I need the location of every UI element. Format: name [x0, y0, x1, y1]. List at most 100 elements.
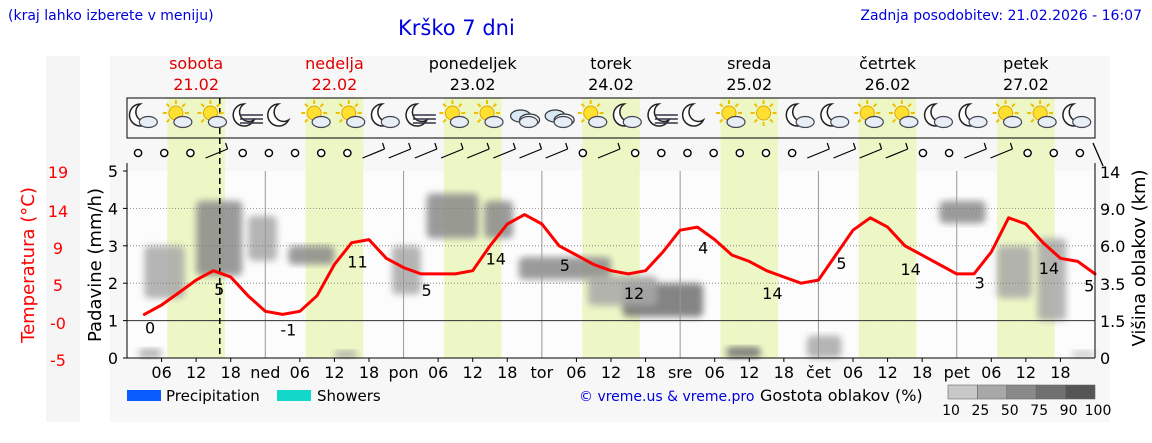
wind-barb-icon — [493, 142, 516, 159]
hour-tick-label: 18 — [912, 363, 932, 382]
wind-calm-icon — [159, 148, 169, 158]
wind-calm-icon — [133, 148, 143, 158]
moon-fog-icon — [647, 103, 678, 127]
day-date: 24.02 — [588, 75, 634, 94]
sun-ray — [165, 103, 171, 108]
temperature-label: 11 — [347, 253, 367, 272]
cloud-shape — [553, 115, 573, 129]
cloud-blob — [484, 200, 514, 239]
cloud-blob — [587, 275, 658, 306]
day-date: 21.02 — [173, 75, 219, 94]
sun-ray — [734, 103, 739, 108]
wind-shaft — [597, 148, 621, 159]
sun-ray — [200, 103, 205, 108]
sun-cloud-icon — [577, 100, 608, 129]
cloud-shape — [864, 115, 884, 129]
wind-barb-icon — [519, 142, 543, 159]
wind-shaft — [545, 148, 568, 159]
temperature-label: 12 — [624, 284, 644, 303]
wind-feather — [460, 142, 464, 150]
cloud-scale-label: 90 — [1060, 403, 1078, 419]
cloud-blob — [426, 193, 479, 239]
cloud-scale-swatch — [947, 384, 978, 400]
hour-tick-label: 12 — [324, 363, 344, 382]
hour-tick-label: 12 — [601, 363, 621, 382]
temperature-tick-label: 5 — [53, 276, 63, 295]
day-name: sreda — [727, 54, 771, 73]
day-date: 26.02 — [865, 75, 911, 94]
wind-shaft — [885, 148, 909, 159]
daylight-band — [720, 98, 779, 358]
wind-shaft — [964, 148, 987, 159]
wind-feather — [852, 142, 857, 150]
chart-axes: sobota 21.02 nedelja 22.02 ponedeljek 23.02 to… — [18, 54, 1150, 382]
sun-icon — [750, 100, 777, 126]
wind-barb-icon — [440, 142, 464, 159]
day-date: 23.02 — [450, 75, 496, 94]
showers-legend-label: Showers — [317, 387, 381, 405]
wind-shaft — [362, 148, 385, 159]
precip-legend-label: Precipitation — [166, 387, 260, 405]
cloud-height-tick-label: 3.5 — [1100, 275, 1125, 294]
moon-cloud-icon — [128, 103, 158, 129]
sun-ray — [442, 103, 447, 108]
cloud-blob — [144, 245, 185, 299]
temperature-line — [142, 213, 1097, 316]
precip-legend-swatch — [127, 390, 161, 401]
cloud-shape — [173, 115, 193, 129]
temperature-axis-label: Temperatura (°C) — [18, 187, 39, 344]
hour-tick-label: 06 — [705, 363, 725, 382]
sun-ray — [492, 103, 497, 108]
cloud-shape — [933, 115, 954, 129]
day-name: petek — [1003, 54, 1049, 73]
cloud-density-title: Gostota oblakov (%) — [760, 386, 923, 405]
clouds-icon — [509, 109, 541, 129]
wind-calm-icon — [709, 148, 718, 158]
sun-ray — [753, 118, 758, 123]
wind-calm-icon — [238, 148, 248, 158]
temperature-label: 4 — [698, 238, 708, 257]
cloud-shape — [622, 115, 642, 129]
day-abbr-label: ned — [250, 363, 280, 382]
wind-feather — [538, 142, 543, 150]
wind-calm-icon — [578, 148, 588, 158]
sun-ray — [580, 103, 586, 108]
hour-tick-label: 18 — [635, 363, 655, 382]
temperature-tick-label: -0 — [50, 314, 66, 333]
cloud-scale-label: 75 — [1030, 403, 1048, 419]
hour-tick-label: 18 — [221, 363, 241, 382]
wind-barb-icon — [466, 142, 490, 159]
wind-barb-icon — [388, 142, 412, 159]
moon-cloud-icon — [370, 103, 400, 129]
cloud-shape — [588, 115, 608, 129]
moon-shape — [681, 103, 706, 127]
precip-tick-label: 1 — [108, 312, 118, 331]
moon-cloud-icon — [923, 103, 954, 129]
cloud-shape — [1072, 115, 1092, 129]
sun-cloud-icon — [854, 100, 884, 129]
wind-feather — [826, 142, 830, 150]
hour-tick-label: 18 — [1050, 363, 1070, 382]
day-date: 27.02 — [1003, 75, 1049, 94]
wind-strip — [133, 142, 1104, 167]
cloud-shape — [346, 115, 366, 129]
temperature-label: 14 — [762, 284, 782, 303]
cloud-height-tick-label: 14 — [1100, 163, 1120, 182]
cloud-shape — [138, 115, 158, 129]
cloud-shape — [380, 115, 400, 129]
wind-feather — [905, 142, 909, 150]
temperature-axis-panel — [46, 56, 80, 422]
day-name: četrtek — [859, 54, 917, 73]
sun-ray — [719, 103, 724, 108]
day-name: sobota — [169, 54, 223, 73]
cloud-shape — [518, 115, 539, 129]
cloud-scale-swatch — [977, 384, 1008, 400]
menu-hint-text: (kraj lahko izberete v meniju) — [8, 8, 214, 24]
day-abbr-label: tor — [531, 363, 554, 382]
day-abbr-label: pet — [944, 363, 970, 382]
hour-tick-label: 06 — [843, 363, 863, 382]
wind-feather — [1009, 142, 1014, 150]
day-date: 22.02 — [312, 75, 358, 94]
temperature-label: 5 — [1084, 277, 1094, 296]
